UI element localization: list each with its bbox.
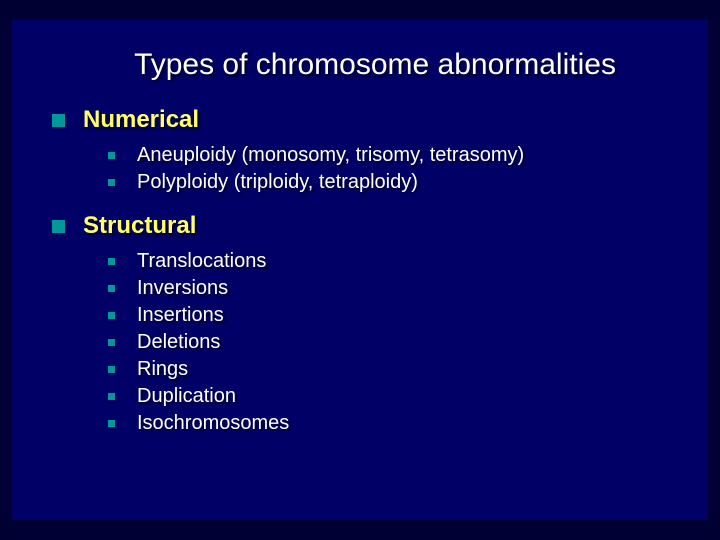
square-bullet-icon xyxy=(108,393,115,400)
square-bullet-icon xyxy=(108,339,115,346)
item-text: Rings xyxy=(137,358,188,381)
list-item: Isochromosomes xyxy=(108,412,668,435)
square-bullet-icon xyxy=(108,366,115,373)
section-items: Aneuploidy (monosomy, trisomy, tetrasomy… xyxy=(52,144,668,194)
list-item: Duplication xyxy=(108,385,668,408)
item-text: Duplication xyxy=(137,385,236,408)
section-structural: Structural Translocations Inversions Ins… xyxy=(52,212,668,435)
list-item: Translocations xyxy=(108,250,668,273)
list-item: Inversions xyxy=(108,277,668,300)
square-bullet-icon xyxy=(108,258,115,265)
item-text: Insertions xyxy=(137,304,224,327)
square-bullet-icon xyxy=(52,114,65,127)
square-bullet-icon xyxy=(108,285,115,292)
section-heading: Numerical xyxy=(83,106,199,134)
square-bullet-icon xyxy=(108,179,115,186)
section-heading: Structural xyxy=(83,212,196,240)
slide-title: Types of chromosome abnormalities xyxy=(52,48,668,82)
list-item: Rings xyxy=(108,358,668,381)
square-bullet-icon xyxy=(108,152,115,159)
square-bullet-icon xyxy=(108,420,115,427)
list-item: Deletions xyxy=(108,331,668,354)
list-item: Aneuploidy (monosomy, trisomy, tetrasomy… xyxy=(108,144,668,167)
square-bullet-icon xyxy=(108,312,115,319)
section-numerical: Numerical Aneuploidy (monosomy, trisomy,… xyxy=(52,106,668,194)
item-text: Aneuploidy (monosomy, trisomy, tetrasomy… xyxy=(137,144,524,167)
list-item: Polyploidy (triploidy, tetraploidy) xyxy=(108,171,668,194)
item-text: Inversions xyxy=(137,277,228,300)
slide-container: Types of chromosome abnormalities Numeri… xyxy=(12,20,708,520)
section-items: Translocations Inversions Insertions Del… xyxy=(52,250,668,435)
section-header: Numerical xyxy=(52,106,668,134)
item-text: Translocations xyxy=(137,250,266,273)
item-text: Polyploidy (triploidy, tetraploidy) xyxy=(137,171,418,194)
item-text: Deletions xyxy=(137,331,220,354)
section-header: Structural xyxy=(52,212,668,240)
square-bullet-icon xyxy=(52,220,65,233)
list-item: Insertions xyxy=(108,304,668,327)
item-text: Isochromosomes xyxy=(137,412,289,435)
